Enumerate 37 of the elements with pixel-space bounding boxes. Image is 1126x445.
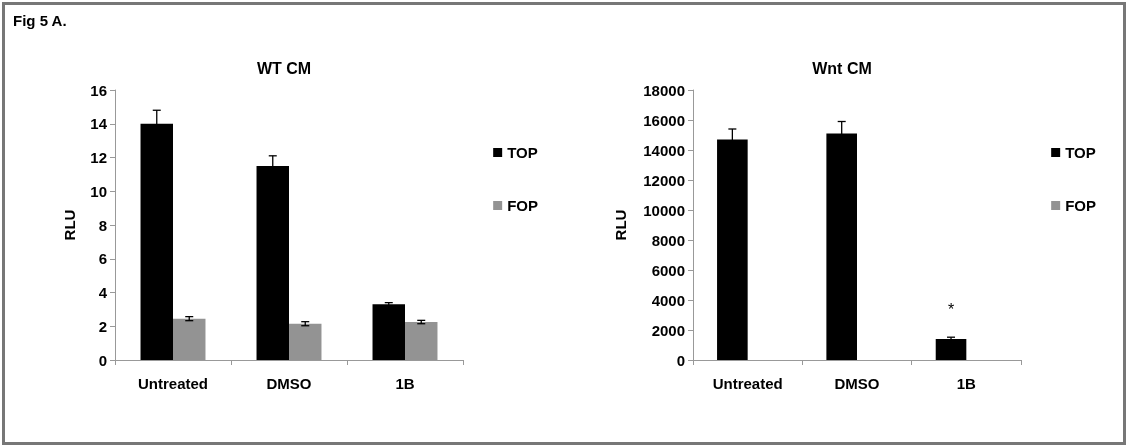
y-tick-label: 6000: [651, 261, 685, 279]
legend-label: FOP: [1065, 197, 1097, 214]
y-tick-label: 4: [98, 284, 108, 301]
y-tick-label: 10: [90, 182, 107, 200]
legend-label: TOP: [507, 144, 538, 161]
y-tick-label: 6: [98, 250, 107, 268]
y-tick-label: 2000: [651, 321, 685, 339]
y-tick-label: 8000: [651, 231, 685, 249]
bar: [935, 339, 967, 360]
legend-label: TOP: [1065, 144, 1096, 161]
y-tick-label: 10000: [643, 201, 685, 219]
y-tick-label: 16: [90, 81, 107, 99]
y-tick-label: 16000: [643, 111, 685, 129]
x-tick-label: 1B: [395, 375, 415, 392]
y-tick-label: 4000: [651, 291, 685, 309]
y-tick-label: 8: [98, 216, 107, 234]
x-tick-label: Untreated: [137, 375, 209, 392]
y-tick-label: 12000: [643, 171, 685, 189]
y-tick-label: 0: [98, 351, 107, 369]
bar: [372, 304, 405, 360]
y-tick-label: 14: [90, 115, 108, 133]
y-tick-label: 12: [90, 149, 107, 166]
x-tick-label: DMSO: [266, 375, 312, 392]
annotation: *: [947, 300, 955, 318]
legend-label: FOP: [507, 197, 539, 214]
y-tick-label: 14000: [643, 141, 685, 159]
chart-title: Wnt CM: [812, 59, 872, 77]
y-tick-label: 18000: [643, 81, 685, 99]
x-tick-label: Untreated: [712, 375, 783, 392]
x-tick-label: DMSO: [834, 375, 880, 392]
y-tick-label: 2: [98, 317, 107, 335]
chart-title: WT CM: [256, 59, 312, 77]
caption: Fig 5 A.: [13, 12, 67, 29]
y-axis-title: RLU: [61, 209, 78, 241]
y-axis-title: RLU: [612, 209, 629, 241]
y-tick-label: 0: [676, 351, 685, 369]
x-tick-label: 1B: [956, 375, 977, 392]
